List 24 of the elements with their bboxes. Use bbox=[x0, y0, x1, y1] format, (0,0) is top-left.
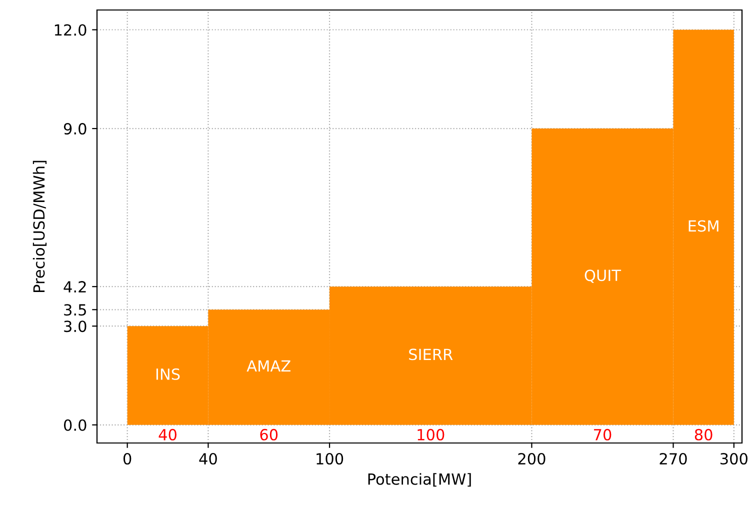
annotation: QUIT bbox=[584, 270, 622, 283]
annotation: SIERR bbox=[409, 348, 453, 360]
y-tick-label: 0.0 bbox=[64, 419, 86, 431]
y-tick-label: 3.5 bbox=[64, 304, 86, 316]
x-tick-label: 270 bbox=[660, 452, 687, 465]
annotation: INS bbox=[156, 368, 180, 380]
y-tick-label: 9.0 bbox=[64, 123, 86, 135]
y-tick-label: 3.0 bbox=[64, 320, 86, 332]
annotation: AMAZ bbox=[246, 360, 290, 372]
y-axis-title: Precio[USD/MWh] bbox=[32, 160, 47, 292]
annotation: 60 bbox=[260, 428, 278, 440]
x-tick-label: 100 bbox=[316, 452, 344, 465]
y-tick-label: 12.0 bbox=[54, 24, 86, 36]
annotation: ESM bbox=[688, 220, 718, 232]
y-tick-label: 4.2 bbox=[64, 281, 86, 292]
x-tick-label: 40 bbox=[199, 452, 217, 465]
x-tick-label: 200 bbox=[518, 452, 546, 465]
x-tick-label: 300 bbox=[720, 452, 748, 465]
annotation: 70 bbox=[594, 428, 612, 440]
x-axis-title: Potencia[MW] bbox=[368, 473, 471, 487]
annotation: 80 bbox=[694, 428, 712, 440]
annotation: 100 bbox=[418, 428, 444, 440]
annotation: 40 bbox=[158, 428, 176, 440]
x-tick-label: 0 bbox=[123, 452, 132, 465]
